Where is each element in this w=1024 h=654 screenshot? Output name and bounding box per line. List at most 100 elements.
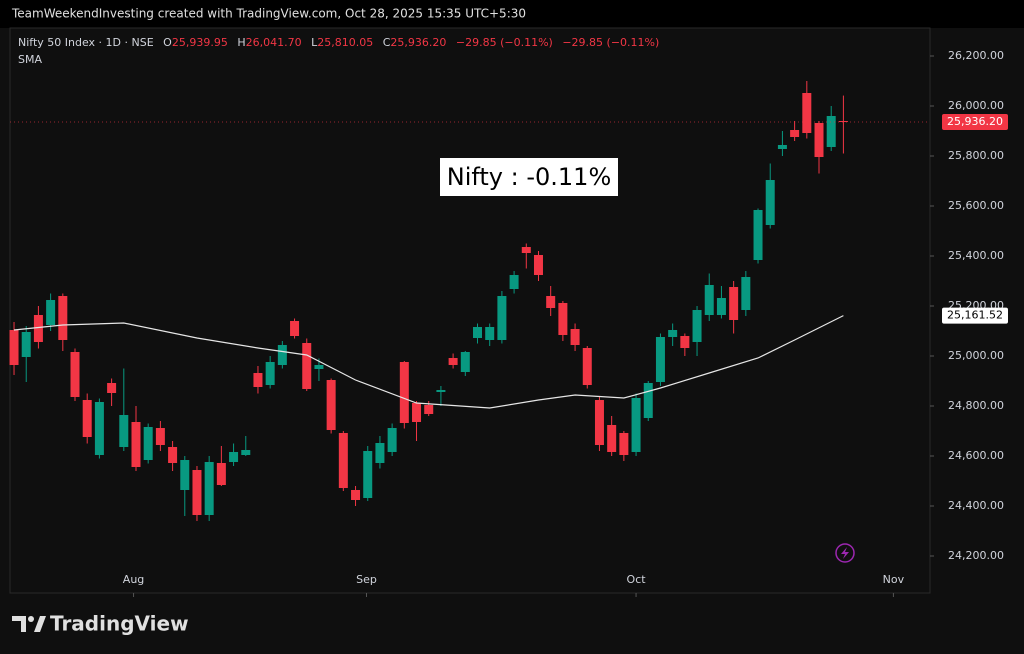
- candle-body: [180, 460, 190, 490]
- candle-body: [704, 285, 714, 315]
- candle-body: [326, 380, 336, 430]
- sma-line: [13, 315, 844, 409]
- candle-body: [607, 425, 617, 452]
- candle-body: [668, 330, 678, 337]
- candle-body: [424, 405, 434, 414]
- y-tick-label: 24,800.00: [948, 399, 1004, 412]
- y-tick-label: 26,200.00: [948, 49, 1004, 62]
- candle-body: [448, 358, 458, 365]
- credit: TeamWeekendInvesting created with Tradin…: [11, 7, 526, 21]
- legend-sma: SMA: [18, 53, 42, 66]
- candle-body: [521, 247, 531, 253]
- candle-body: [143, 427, 153, 460]
- candle-body: [680, 336, 690, 348]
- candle-body: [253, 373, 263, 387]
- candle-body: [119, 415, 129, 447]
- candle-body: [351, 490, 361, 500]
- candle-body: [692, 310, 702, 342]
- candle-body: [277, 345, 287, 365]
- candle-body: [338, 433, 348, 488]
- candle-body: [838, 121, 848, 123]
- candle-body: [229, 452, 239, 462]
- y-tick-label: 25,600.00: [948, 199, 1004, 212]
- ohlc-value: 25,936.20: [390, 36, 446, 49]
- y-tick-label: 25,800.00: [948, 149, 1004, 162]
- candle-body: [58, 296, 68, 340]
- candle-body: [107, 383, 117, 393]
- candle-body: [582, 348, 592, 385]
- legend: Nifty 50 Index · 1D · NSE O25,939.95 H26…: [18, 36, 659, 49]
- candle-body: [82, 400, 92, 437]
- candle-body: [826, 116, 836, 147]
- candle-body: [436, 390, 446, 392]
- candle-body: [460, 352, 470, 372]
- candle-body: [33, 315, 43, 342]
- candle-body: [716, 298, 726, 315]
- brand: TradingView: [50, 612, 189, 636]
- candle-body: [802, 93, 812, 133]
- x-tick-label: Aug: [123, 573, 144, 586]
- ohlc-key: L: [311, 36, 318, 49]
- candle-body: [546, 296, 556, 308]
- candle-body: [765, 180, 775, 225]
- ohlc-value: 25,810.05: [317, 36, 373, 49]
- change: −29.85 (−0.11%): [456, 36, 553, 49]
- candle-body: [363, 451, 373, 498]
- candle-body: [790, 130, 800, 137]
- candle-body: [204, 462, 214, 515]
- candle-body: [729, 287, 739, 320]
- candle-body: [497, 296, 507, 340]
- candle-body: [70, 352, 80, 397]
- candle-body: [216, 463, 226, 485]
- ohlc-key: C: [383, 36, 391, 49]
- candle-body: [509, 275, 519, 289]
- annotation: Nifty : -0.11%: [447, 163, 612, 191]
- candle-body: [814, 123, 824, 157]
- y-tick-label: 25,000.00: [948, 349, 1004, 362]
- candle-body: [741, 277, 751, 310]
- candle-body: [399, 362, 409, 423]
- candle-body: [753, 210, 763, 260]
- ohlc-key: O: [163, 36, 172, 49]
- x-tick-label: Nov: [883, 573, 905, 586]
- change: −29.85 (−0.11%): [562, 36, 659, 49]
- x-tick-label: Oct: [627, 573, 647, 586]
- candle-body: [570, 329, 580, 345]
- candle-body: [21, 332, 31, 357]
- candle-body: [631, 398, 641, 452]
- last-price-box: [942, 113, 1008, 130]
- candle-body: [485, 327, 495, 340]
- candle-body: [375, 443, 385, 463]
- candle-body: [46, 300, 56, 325]
- candle-body: [412, 403, 422, 422]
- candle-body: [192, 470, 202, 515]
- y-tick-label: 25,400.00: [948, 249, 1004, 262]
- candle-body: [533, 255, 543, 275]
- y-tick-label: 24,200.00: [948, 549, 1004, 562]
- plot-frame: [9, 27, 931, 594]
- candle-body: [290, 321, 300, 336]
- candle-body: [655, 337, 665, 382]
- header-bar: [0, 0, 1024, 28]
- candle-body: [558, 303, 568, 335]
- ohlc-value: 25,939.95: [172, 36, 228, 49]
- brand-logo: [12, 616, 46, 632]
- candle-body: [131, 422, 141, 467]
- candle-body: [9, 330, 19, 365]
- y-tick-label: 24,600.00: [948, 449, 1004, 462]
- candle-body: [594, 400, 604, 445]
- candle-body: [619, 433, 629, 455]
- sma-value-box: [942, 307, 1008, 324]
- symbol: Nifty 50 Index · 1D · NSE: [18, 36, 154, 49]
- candle-body: [241, 450, 251, 455]
- last-price-label: 25,936.20: [947, 115, 1003, 128]
- bolt-icon: [835, 543, 855, 563]
- ohlc-value: 26,041.70: [246, 36, 302, 49]
- y-tick-label: 24,400.00: [948, 499, 1004, 512]
- candle-body: [94, 402, 104, 455]
- candle-body: [473, 327, 483, 338]
- candle-body: [168, 447, 178, 463]
- candle-body: [643, 383, 653, 418]
